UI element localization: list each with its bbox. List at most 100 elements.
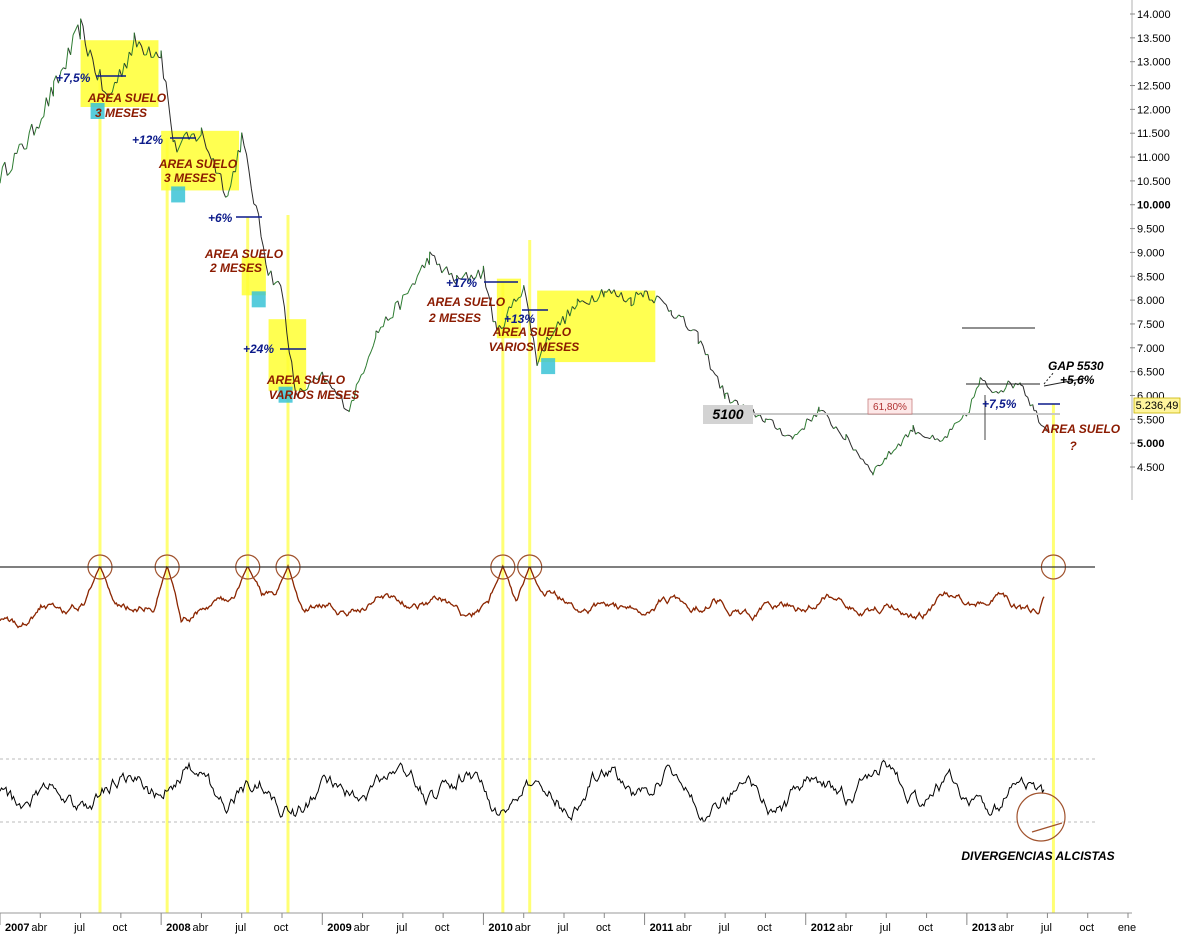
x-tick: jul [73,922,85,934]
x-tick: abr [676,922,692,934]
floor-touch-marker [541,358,556,375]
x-tick: jul [556,922,568,934]
x-tick: 2008 [166,922,190,934]
y-tick: 7.000 [1137,343,1165,355]
annotation-pct: +12% [132,133,163,147]
x-tick: oct [435,922,450,934]
annotation-area: AREA SUELO [266,373,346,387]
annotation-area: AREA SUELO [492,325,572,339]
annotation-pct: +13% [504,312,535,326]
annotation-area: 2 MESES [209,261,262,275]
oscillator-2-panel [0,759,1045,823]
price-line-up [0,18,1033,476]
y-tick: 10.000 [1137,200,1171,212]
floor-area-box [268,319,307,391]
x-tick: jul [1040,922,1052,934]
range-2013 [962,327,1087,440]
x-tick: abr [515,922,531,934]
divergence-line [1031,822,1063,833]
y-axis-ticks: 14.000 13.500 13.000 12.500 12.000 11.50… [1130,9,1171,474]
y-tick: 14.000 [1137,9,1171,21]
divergence-mark [1016,792,1066,842]
annotation-area: AREA SUELO [1041,422,1121,436]
divergence-circle [1016,792,1066,842]
x-tick: ene [1118,922,1136,934]
y-tick: 12.000 [1137,104,1171,116]
support-5100: 5100 61,80% [703,398,1060,424]
x-tick: oct [274,922,289,934]
x-tick: oct [113,922,128,934]
x-tick: jul [879,922,891,934]
annotation-gap: GAP 5530 [1048,359,1104,373]
price-line-down [4,18,1048,476]
x-tick: jul [718,922,730,934]
y-tick: 13.500 [1137,33,1171,45]
x-axis-ticks: 2007 abr jul oct 2008 abr jul oct 2009 a… [0,913,1136,934]
y-tick: 5.500 [1137,414,1165,426]
annotation-area: VARIOS MESES [489,340,579,354]
x-tick: oct [757,922,772,934]
x-tick: abr [192,922,208,934]
fib-label-bg [867,398,913,415]
floor-touch-marker [171,186,186,203]
last-price-label: 5.236,49 [1136,400,1179,412]
annotation-area: AREA SUELO [426,295,506,309]
y-tick: 12.500 [1137,81,1171,93]
annotation-area: VARIOS MESES [269,388,359,402]
pct-leaders [96,75,548,350]
gap-line [1043,377,1087,387]
annotation-area: AREA SUELO [158,157,238,171]
annotation-area: 2 MESES [428,311,481,325]
annotation-area: 3 MESES [95,106,147,120]
floor-touch-marker [90,102,105,119]
x-tick: 2011 [650,922,674,934]
annotation-area: 3 MESES [164,171,216,185]
y-tick: 7.500 [1137,319,1165,331]
annotation-area: AREA SUELO [87,91,167,105]
annotation-divergence: DIVERGENCIAS ALCISTAS [961,849,1114,863]
x-tick: oct [918,922,933,934]
panel-frames [0,0,1133,914]
annotation-pct: +6% [208,211,233,225]
last-price-bg [1133,397,1181,414]
y-tick: 8.500 [1137,271,1165,283]
y-tick: 5.000 [1137,438,1165,450]
y-tick: 9.000 [1137,247,1165,259]
floor-area-box [80,40,159,107]
y-tick: 8.000 [1137,295,1165,307]
y-tick: 11.500 [1137,128,1170,140]
support-label: 5100 [712,406,743,422]
annotation-pct: +17% [446,276,477,290]
y-tick: 6.500 [1137,367,1165,379]
floor-area-box [241,257,266,296]
y-tick: 9.500 [1137,224,1165,236]
annotation-pct: +7,5% [982,397,1017,411]
x-tick: abr [31,922,47,934]
annotation-area: ? [1069,439,1077,453]
x-tick: abr [998,922,1014,934]
x-tick: 2007 [5,922,29,934]
gap-arrow [1043,371,1055,385]
x-tick: 2012 [811,922,835,934]
x-tick: oct [596,922,611,934]
floor-touch-marker [251,291,266,308]
annotation-pct: +7,5% [56,71,91,85]
x-tick: oct [1079,922,1094,934]
y-tick: 4.500 [1137,462,1165,474]
oscillator-1-line [0,564,1045,629]
oscillator-2-line [0,759,1045,823]
floor-touch-marker [278,386,293,403]
x-tick: jul [234,922,246,934]
fib-label: 61,80% [873,402,907,413]
x-tick: 2013 [972,922,996,934]
x-tick: 2010 [488,922,512,934]
last-price-badge: 5.236,49 [1133,397,1181,414]
x-tick: 2009 [327,922,351,934]
y-tick: 13.000 [1137,57,1171,69]
y-tick: 10.500 [1137,176,1171,188]
price-series [0,18,1048,476]
annotations: +7,5% AREA SUELO 3 MESES +12% AREA SUELO… [56,71,1121,863]
support-label-bg [703,405,753,424]
annotation-gap-pct: +5,6% [1060,373,1095,387]
